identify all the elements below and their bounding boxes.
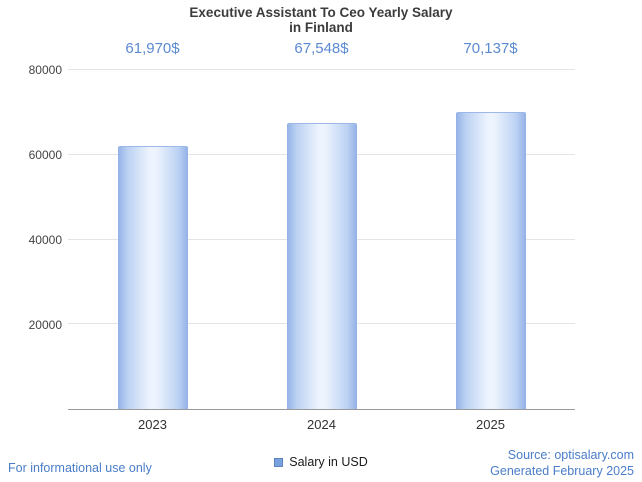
y-tick-label: 40000 <box>28 233 62 247</box>
plot-area: 61,970$ 2023 67,548$ 2024 70,137$ 2025 <box>68 40 575 432</box>
chart-title-line2: in Finland <box>289 20 353 35</box>
bar-group: 67,548$ 2024 <box>286 40 357 432</box>
legend: Salary in USD <box>0 455 642 469</box>
bar-value-label: 70,137$ <box>463 40 518 57</box>
x-tick-label: 2023 <box>138 417 167 432</box>
gridline <box>68 69 575 70</box>
legend-swatch-icon <box>274 457 284 467</box>
bar-2024[interactable] <box>286 122 357 409</box>
x-tick-label: 2025 <box>476 417 505 432</box>
bar-2023[interactable] <box>117 146 188 409</box>
y-tick-label: 60000 <box>28 148 62 162</box>
chart-title-line1: Executive Assistant To Ceo Yearly Salary <box>189 5 453 20</box>
chart-title: Executive Assistant To Ceo Yearly Salary… <box>0 5 642 35</box>
bar-group: 61,970$ 2023 <box>117 40 188 432</box>
disclaimer-text: For informational use only <box>8 461 152 475</box>
bar-value-label: 61,970$ <box>125 40 180 57</box>
y-tick-label: 20000 <box>28 318 62 332</box>
y-axis: 20000 40000 60000 80000 <box>0 63 62 410</box>
legend-label: Salary in USD <box>289 455 368 469</box>
bar-value-label: 67,548$ <box>294 40 349 57</box>
generated-date: Generated February 2025 <box>490 464 634 478</box>
footer-source-block: Source: optisalary.com Generated Februar… <box>490 447 634 479</box>
bar-2025[interactable] <box>455 111 526 409</box>
x-tick-label: 2024 <box>307 417 336 432</box>
bar-group: 70,137$ 2025 <box>455 40 526 432</box>
y-tick-label: 80000 <box>28 63 62 77</box>
source-link[interactable]: Source: optisalary.com <box>507 448 634 462</box>
